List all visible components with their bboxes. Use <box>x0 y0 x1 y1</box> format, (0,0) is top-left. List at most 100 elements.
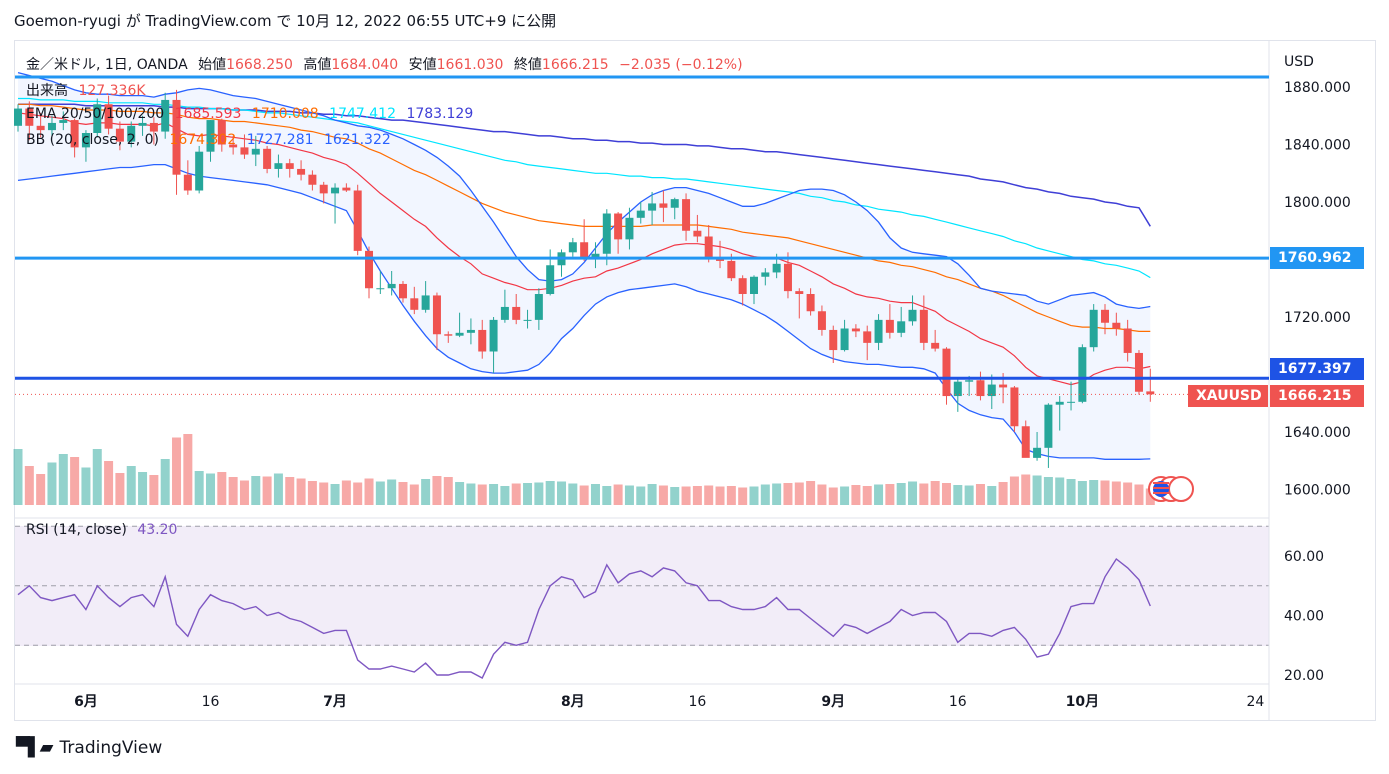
candle-body[interactable] <box>331 187 340 194</box>
us-event-flag-icon[interactable] <box>1168 476 1194 502</box>
candle-body[interactable] <box>987 384 996 397</box>
candle-body[interactable] <box>851 328 860 332</box>
candle-body[interactable] <box>1010 387 1019 427</box>
candle-body[interactable] <box>398 283 407 299</box>
candle-body[interactable] <box>523 319 532 321</box>
candle-body[interactable] <box>161 99 170 132</box>
candle-body[interactable] <box>365 250 374 289</box>
candle-body[interactable] <box>93 104 102 133</box>
candle-body[interactable] <box>783 263 792 292</box>
candle-body[interactable] <box>965 380 974 382</box>
candle-body[interactable] <box>840 328 849 351</box>
candle-body[interactable] <box>251 148 260 155</box>
candle-body[interactable] <box>59 120 68 123</box>
candle-body[interactable] <box>602 213 611 254</box>
candle-body[interactable] <box>149 122 158 132</box>
candle-body[interactable] <box>115 128 124 142</box>
chart-frame[interactable] <box>14 40 1376 721</box>
candle-body[interactable] <box>817 311 826 330</box>
candle-body[interactable] <box>217 120 226 145</box>
candle-body[interactable] <box>693 230 702 237</box>
candle-body[interactable] <box>195 151 204 191</box>
candle-body[interactable] <box>670 199 679 208</box>
candle-body[interactable] <box>704 236 713 259</box>
candle-body[interactable] <box>512 306 521 320</box>
candle-body[interactable] <box>761 272 770 277</box>
candle-body[interactable] <box>568 242 577 253</box>
legend-volume-row[interactable]: 出来高 127.336K <box>26 80 152 100</box>
candle-body[interactable] <box>47 122 56 131</box>
candle-body[interactable] <box>263 148 272 169</box>
candle-body[interactable] <box>919 309 928 343</box>
candle-body[interactable] <box>444 334 453 336</box>
candle-body[interactable] <box>1146 391 1155 395</box>
candle-body[interactable] <box>942 348 951 397</box>
candle-body[interactable] <box>1101 309 1110 323</box>
candle-body[interactable] <box>1134 352 1143 392</box>
candle-body[interactable] <box>999 384 1008 388</box>
candle-body[interactable] <box>206 120 215 152</box>
candle-body[interactable] <box>319 184 328 194</box>
candle-body[interactable] <box>14 108 22 126</box>
candle-body[interactable] <box>500 306 509 320</box>
candle-body[interactable] <box>489 319 498 352</box>
candle-body[interactable] <box>749 276 758 294</box>
candle-body[interactable] <box>625 217 634 240</box>
candle-body[interactable] <box>285 163 294 169</box>
candle-body[interactable] <box>478 329 487 352</box>
candle-body[interactable] <box>1078 347 1087 402</box>
candle-body[interactable] <box>976 380 985 397</box>
level-upper-tag[interactable]: 1760.962 <box>1270 247 1364 269</box>
candle-body[interactable] <box>795 291 804 294</box>
symbol-tag[interactable]: XAUUSD <box>1188 385 1268 407</box>
candle-body[interactable] <box>1021 426 1030 458</box>
candle-body[interactable] <box>885 319 894 333</box>
candle-body[interactable] <box>127 125 136 142</box>
candle-body[interactable] <box>636 210 645 218</box>
candle-body[interactable] <box>1044 404 1053 448</box>
candle-body[interactable] <box>580 242 589 260</box>
candle-body[interactable] <box>229 144 238 148</box>
legend-rsi-row[interactable]: RSI (14, close) 43.20 <box>26 522 183 538</box>
candle-body[interactable] <box>614 213 623 240</box>
candle-body[interactable] <box>1112 322 1121 329</box>
candle-body[interactable] <box>874 319 883 343</box>
candle-body[interactable] <box>897 321 906 333</box>
candle-body[interactable] <box>806 294 815 312</box>
candle-body[interactable] <box>297 168 306 175</box>
legend-symbol[interactable]: 金／米ドル, 1日, OANDA <box>26 57 188 73</box>
candle-body[interactable] <box>455 332 464 336</box>
candle-body[interactable] <box>36 125 45 131</box>
candle-body[interactable] <box>546 265 555 294</box>
candle-body[interactable] <box>1055 401 1064 405</box>
candle-body[interactable] <box>772 263 781 273</box>
legend-ema-row[interactable]: EMA 20/50/100/200 1685.593 1710.008 1747… <box>26 106 479 122</box>
level-lower-tag[interactable]: 1677.397 <box>1270 358 1364 380</box>
candle-body[interactable] <box>421 295 430 310</box>
candle-body[interactable] <box>240 147 249 155</box>
candle-body[interactable] <box>172 99 181 175</box>
candle-body[interactable] <box>534 294 543 320</box>
candle-body[interactable] <box>1067 401 1076 403</box>
candle-body[interactable] <box>659 203 668 208</box>
footer-brand[interactable]: ▀▌▰ TradingView <box>16 737 162 758</box>
candle-body[interactable] <box>931 342 940 349</box>
candle-body[interactable] <box>1033 447 1042 458</box>
candle-body[interactable] <box>104 104 113 129</box>
candle-body[interactable] <box>81 133 90 148</box>
candle-body[interactable] <box>953 381 962 397</box>
candle-body[interactable] <box>1123 328 1132 353</box>
candle-body[interactable] <box>183 174 192 191</box>
candle-body[interactable] <box>908 309 917 322</box>
candle-body[interactable] <box>410 298 419 310</box>
candle-body[interactable] <box>70 120 79 148</box>
candle-body[interactable] <box>376 288 385 290</box>
candle-body[interactable] <box>738 278 747 294</box>
legend-bb-row[interactable]: BB (20, close, 2, 0) 1674.302 1727.281 1… <box>26 132 397 148</box>
candle-body[interactable] <box>829 329 838 351</box>
candle-body[interactable] <box>648 203 657 211</box>
candle-body[interactable] <box>863 331 872 343</box>
candle-body[interactable] <box>727 260 736 279</box>
candle-body[interactable] <box>387 283 396 289</box>
